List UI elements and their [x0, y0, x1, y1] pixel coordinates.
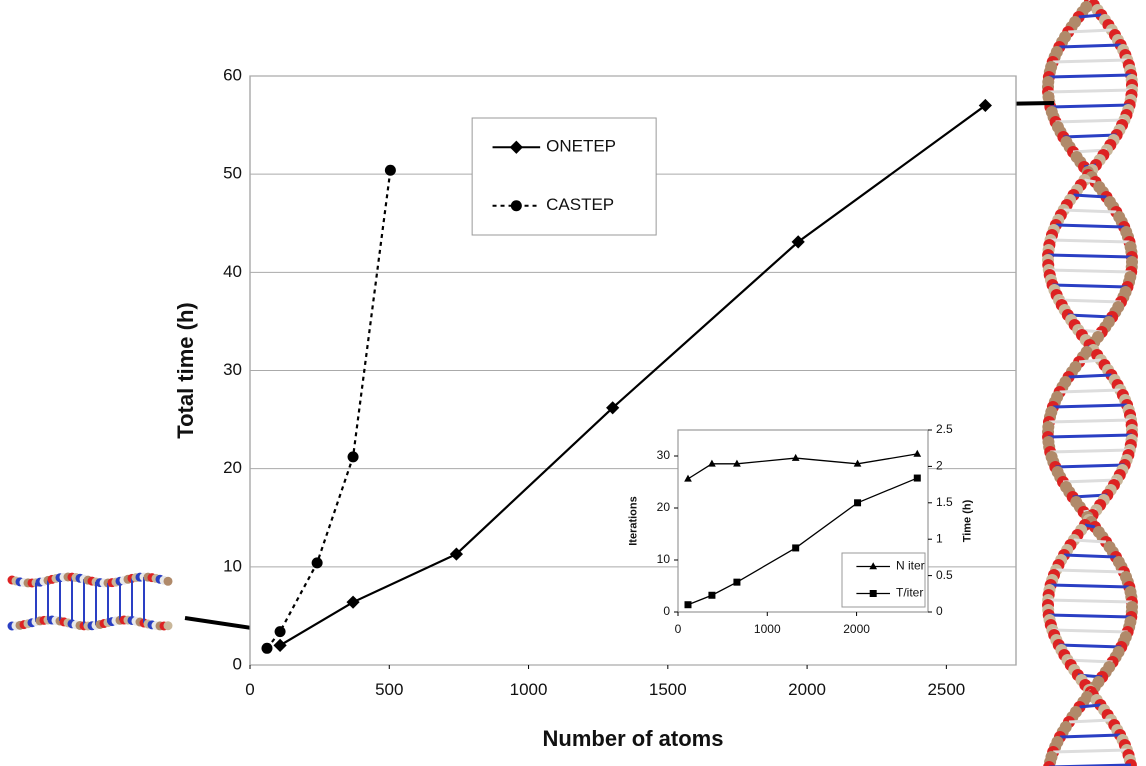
x-tick-label: 1000	[754, 622, 781, 636]
marker	[385, 165, 396, 176]
helix-rung	[1059, 645, 1121, 647]
y2-tick-label: 0.5	[936, 568, 953, 582]
x-tick-label: 2500	[927, 680, 965, 699]
x-tick-label: 2000	[843, 622, 870, 636]
helix-rung	[1048, 255, 1132, 257]
helix-rung	[1060, 390, 1121, 392]
molecule-atom	[164, 577, 173, 586]
y2-tick-label: 2.5	[936, 422, 953, 436]
legend-label: N iter	[896, 559, 925, 573]
helix-rung	[1074, 540, 1106, 542]
legend-label: T/iter	[896, 586, 923, 600]
legend-marker	[511, 200, 522, 211]
marker	[261, 643, 272, 654]
y-tick-label: 30	[223, 360, 242, 379]
legend-box	[472, 118, 656, 235]
helix-rung	[1048, 435, 1132, 437]
helix-rung	[1068, 30, 1112, 32]
y-tick-label: 0	[233, 654, 242, 673]
helix-rung	[1049, 75, 1131, 77]
y-tick-label: 0	[663, 604, 670, 618]
helix-rung	[1052, 630, 1127, 632]
helix-rung	[1080, 705, 1101, 707]
helix-rung	[1051, 240, 1130, 242]
x-tick-label: 1000	[510, 680, 548, 699]
y-tick-label: 10	[223, 556, 242, 575]
marker	[733, 579, 740, 586]
helix-rung	[1069, 375, 1112, 377]
y-axis-title: Iterations	[628, 496, 640, 546]
x-tick-label: 0	[245, 680, 254, 699]
helix-rung	[1048, 90, 1132, 92]
helix-rung	[1069, 720, 1111, 722]
helix-rung	[1059, 45, 1120, 47]
y-tick-label: 30	[657, 448, 671, 462]
helix-rung	[1049, 270, 1131, 272]
helix-rung	[1048, 600, 1132, 602]
helix-rung	[1050, 105, 1129, 107]
marker	[312, 557, 323, 568]
helix-rung	[1079, 360, 1101, 362]
y2-tick-label: 0	[936, 604, 943, 618]
marker	[348, 451, 359, 462]
y-axis-title: Total time (h)	[173, 302, 198, 438]
y-tick-label: 20	[223, 458, 242, 477]
legend-label: CASTEP	[546, 195, 614, 214]
y-tick-label: 60	[223, 65, 242, 84]
x-tick-label: 1500	[649, 680, 687, 699]
marker	[708, 592, 715, 599]
y2-axis-title: Time (h)	[962, 499, 974, 542]
helix-rung	[1053, 405, 1127, 407]
helix-rung	[1053, 60, 1128, 62]
legend-label: ONETEP	[546, 137, 616, 156]
marker	[275, 626, 286, 637]
molecule-atom	[164, 621, 173, 630]
helix-rung	[1073, 195, 1106, 197]
helix-rung	[1059, 300, 1121, 302]
helix-rung	[1053, 285, 1128, 287]
helix-rung	[1085, 525, 1095, 527]
helix-rung	[1056, 120, 1125, 122]
y-tick-label: 10	[657, 552, 671, 566]
legend-marker	[870, 590, 877, 597]
helix-rung	[1056, 225, 1124, 227]
y-tick-label: 40	[223, 262, 242, 281]
y-tick-label: 20	[657, 500, 671, 514]
helix-rung	[1049, 615, 1132, 617]
helix-rung	[1049, 420, 1131, 422]
helix-rung	[1051, 585, 1130, 587]
helix-rung	[1056, 570, 1124, 572]
helix-rung	[1055, 465, 1124, 467]
x-axis-title: Number of atoms	[543, 726, 724, 751]
x-tick-label: 2000	[788, 680, 826, 699]
helix-rung	[1064, 210, 1117, 212]
helix-rung	[1064, 555, 1116, 557]
marker	[854, 499, 861, 506]
marker	[792, 544, 799, 551]
helix-rung	[1079, 15, 1102, 17]
y2-tick-label: 1	[936, 531, 943, 545]
helix-rung	[1063, 480, 1117, 482]
helix-rung	[1053, 750, 1127, 752]
y2-tick-label: 1.5	[936, 495, 953, 509]
figure: 010203040506005001000150020002500Number …	[0, 0, 1146, 766]
y-tick-label: 50	[223, 164, 242, 183]
y2-tick-label: 2	[936, 459, 943, 473]
helix-rung	[1085, 180, 1096, 182]
marker	[685, 601, 692, 608]
helix-rung	[1050, 450, 1130, 452]
helix-rung	[1060, 735, 1120, 737]
x-tick-label: 500	[375, 680, 403, 699]
marker	[914, 475, 921, 482]
x-tick-label: 0	[675, 622, 682, 636]
